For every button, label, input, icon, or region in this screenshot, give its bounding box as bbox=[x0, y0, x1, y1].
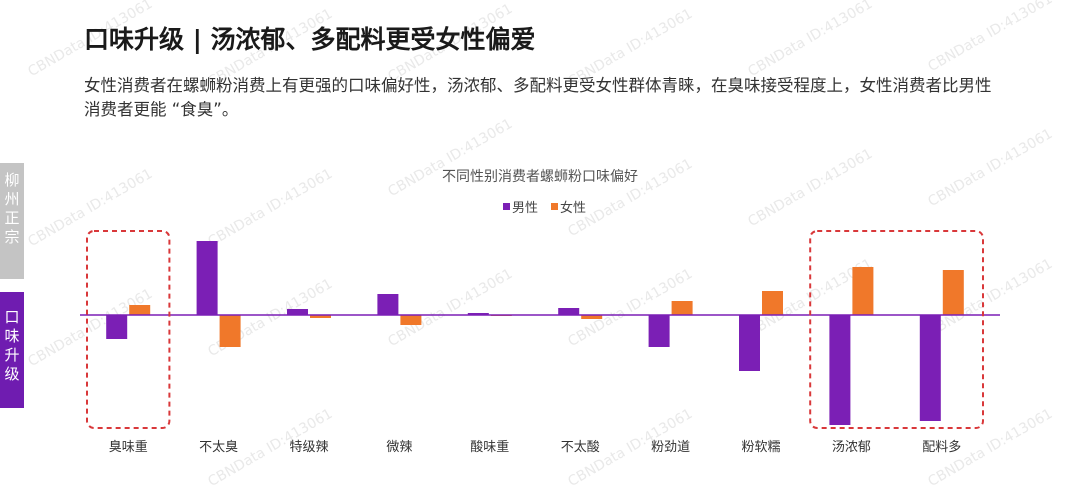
chart-title: 不同性别消费者螺蛳粉口味偏好 bbox=[442, 169, 638, 185]
bar-female bbox=[581, 315, 603, 319]
bar-female bbox=[942, 270, 964, 315]
side-tab-authentic[interactable]: 柳州正宗 bbox=[0, 163, 24, 279]
side-tab-char: 正 bbox=[4, 209, 20, 227]
category-label: 不太酸 bbox=[561, 440, 600, 455]
side-tab-char: 州 bbox=[4, 190, 20, 208]
highlight-box bbox=[809, 230, 985, 429]
bar-male bbox=[558, 308, 580, 315]
bar-male bbox=[467, 313, 489, 315]
bar-female bbox=[400, 315, 422, 325]
bar-female bbox=[671, 301, 693, 315]
legend-swatch bbox=[503, 203, 510, 210]
category-label: 不太臭 bbox=[199, 440, 238, 455]
category-label: 特级辣 bbox=[289, 440, 328, 455]
category-label: 酸味重 bbox=[470, 439, 509, 455]
bar-male bbox=[919, 315, 941, 421]
category-label: 粉软糯 bbox=[741, 440, 780, 455]
bar-male bbox=[377, 294, 399, 315]
bar-male bbox=[648, 315, 670, 347]
side-tab-char: 宗 bbox=[4, 228, 20, 246]
bar-female bbox=[310, 315, 331, 318]
bar-male bbox=[106, 315, 128, 339]
side-tab-char: 级 bbox=[4, 365, 20, 383]
highlight-box bbox=[86, 230, 171, 429]
side-tab-char: 味 bbox=[4, 327, 20, 345]
category-label: 臭味重 bbox=[109, 439, 148, 455]
category-label: 配料多 bbox=[922, 439, 961, 455]
bar-male bbox=[196, 241, 218, 315]
bar-female bbox=[762, 291, 783, 315]
category-label: 微辣 bbox=[386, 440, 412, 455]
legend-label: 女性 bbox=[560, 200, 586, 216]
side-tab-flavor-upgrade[interactable]: 口味升级 bbox=[0, 292, 24, 408]
legend-label: 男性 bbox=[512, 201, 538, 216]
bar-female bbox=[129, 305, 151, 315]
bar-female bbox=[219, 315, 241, 347]
bar-male bbox=[739, 315, 760, 371]
legend-swatch bbox=[551, 203, 558, 210]
category-label: 粉劲道 bbox=[651, 440, 690, 455]
category-label: 汤浓郁 bbox=[832, 440, 871, 455]
page-subtitle: 女性消费者在螺蛳粉消费上有更强的口味偏好性，汤浓郁、多配料更受女性群体青睐，在臭… bbox=[84, 76, 992, 119]
page-title: 口味升级 | 汤浓郁、多配料更受女性偏爱 bbox=[84, 25, 536, 54]
side-tab-char: 升 bbox=[4, 346, 20, 364]
bar-female bbox=[852, 267, 874, 315]
side-tab-char: 口 bbox=[4, 308, 20, 326]
bar-male bbox=[287, 309, 308, 315]
side-tab-char: 柳 bbox=[4, 171, 20, 189]
bar-male bbox=[829, 315, 851, 425]
